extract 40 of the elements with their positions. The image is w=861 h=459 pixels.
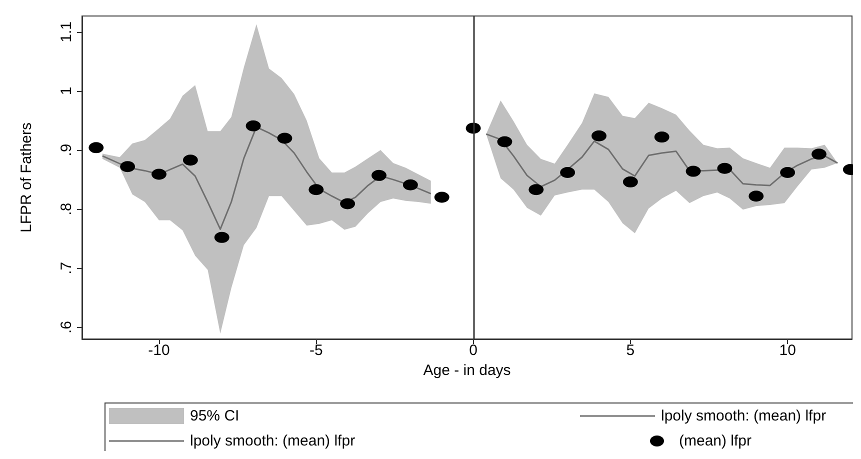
point [434,192,450,203]
y-tick-label: .6 [58,320,75,334]
point [340,198,356,210]
y-tick-label: .9 [58,144,75,156]
legend-label: lpoly smooth: (mean) lfpr [190,432,356,450]
point [622,176,638,188]
point [402,179,418,190]
point [717,162,732,174]
point [812,148,826,160]
point [88,142,104,154]
point [372,170,386,181]
point [748,190,764,202]
point [214,232,230,243]
x-tick-label: 10 [779,342,796,359]
legend-label: (mean) lfpr [679,432,752,450]
point [592,130,606,142]
point [780,166,796,178]
y-tick-label: .8 [58,202,75,216]
x-tick-label: -10 [148,342,170,359]
point [182,154,198,166]
x-axis-title: Age - in days [423,362,511,379]
y-tick-label: 1 [58,86,75,96]
point [528,184,544,196]
y-tick-label: .7 [58,262,75,274]
point [120,161,136,172]
point [246,120,261,132]
x-tick-label: 5 [626,342,635,359]
x-tick-label: 0 [469,342,478,359]
y-tick-label: 1.1 [58,22,75,42]
point [497,136,512,148]
point [686,166,701,177]
y-axis-title: LFPR of Fathers [18,122,35,233]
point [560,166,576,178]
text: 95% CI [190,408,240,424]
point [152,168,166,180]
point [308,184,324,196]
x-tick-label: -5 [309,342,323,359]
point [654,132,670,143]
legend-label: lpoly smooth: (mean) lfpr [661,408,826,424]
point [277,132,292,144]
